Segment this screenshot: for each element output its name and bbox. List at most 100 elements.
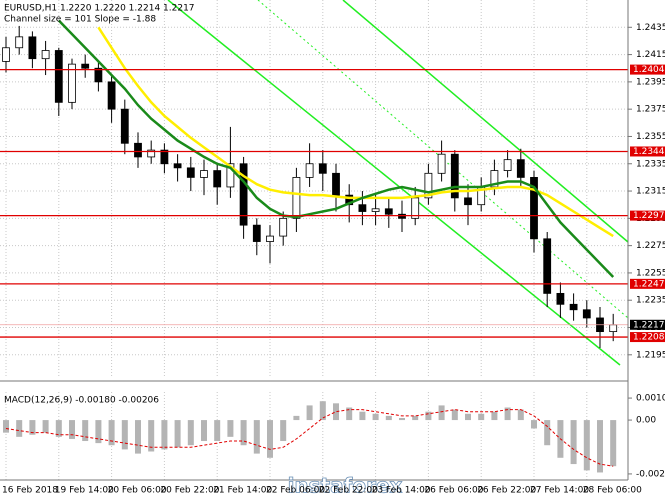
macd-bar <box>214 420 221 442</box>
candle-body <box>213 170 222 188</box>
candle-body <box>345 194 354 206</box>
macd-tick-label: 0.00105 <box>636 394 665 404</box>
channel-lower <box>167 0 621 366</box>
macd-bar <box>161 420 168 450</box>
x-tick-label: 20 Feb 06:00 <box>108 486 167 496</box>
level-box <box>630 64 665 75</box>
moving-average <box>57 19 615 278</box>
x-tick-label: 23 Feb 14:00 <box>372 486 431 496</box>
candle-body <box>134 142 142 158</box>
candle-body <box>437 153 446 174</box>
macd-bar <box>372 413 379 421</box>
candle-body <box>582 309 591 319</box>
macd-bar <box>425 411 432 421</box>
macd-bar <box>544 420 551 446</box>
candle-body <box>68 63 76 103</box>
level-label: 1.2208 <box>633 333 665 343</box>
y-tick-label: 1.2335 <box>636 159 665 169</box>
macd-bar <box>82 420 89 442</box>
level-label: 1.2247 <box>633 279 665 289</box>
macd-bar <box>55 420 62 437</box>
macd-bar <box>399 417 405 421</box>
macd-bar <box>346 407 353 421</box>
macd-bar <box>108 420 115 446</box>
macd-bar <box>319 401 326 421</box>
level-box <box>630 146 665 157</box>
x-tick-label: 22 Feb 06:00 <box>266 486 325 496</box>
y-tick-label: 1.2235 <box>636 296 665 306</box>
candle-body <box>556 292 565 305</box>
macd-bar <box>280 420 287 442</box>
candle-body <box>450 153 459 199</box>
macd-bar <box>135 420 141 454</box>
candle-body <box>358 204 367 212</box>
candle-body <box>226 163 235 188</box>
candle-body <box>266 235 274 242</box>
macd-title: MACD(12,26,9) -0.00180 -0.00206 <box>4 396 159 406</box>
macd-bar <box>504 407 511 421</box>
y-tick-label: 1.2255 <box>636 268 665 278</box>
macd-bar <box>570 420 577 465</box>
candle-body <box>305 163 314 178</box>
candle-body <box>147 149 156 158</box>
candle-body <box>173 163 182 169</box>
x-tick-label: 19 Feb 14:00 <box>55 486 114 496</box>
y-tick-label: 1.2275 <box>636 241 665 251</box>
candle-body <box>81 63 90 69</box>
candle-body <box>543 238 552 294</box>
y-tick-label: 1.2355 <box>636 132 665 142</box>
y-tick-label: 1.2415 <box>636 50 665 60</box>
macd-bar <box>412 415 419 421</box>
candle-body <box>41 50 50 60</box>
last-price-label: 1.2217 <box>633 320 665 330</box>
macd-bar <box>16 420 23 437</box>
x-tick-label: 26 Feb 06:00 <box>424 486 483 496</box>
macd-bar <box>42 420 49 433</box>
macd-bar <box>531 420 537 429</box>
watermark: instaforex <box>288 474 403 498</box>
macd-bar <box>187 420 194 446</box>
candle-body <box>398 213 406 219</box>
candle-body <box>107 81 116 110</box>
macd-bar <box>293 415 300 421</box>
channel-middle <box>257 0 629 319</box>
macd-bar <box>201 420 207 442</box>
x-tick-label: 27 Feb 14:00 <box>530 486 589 496</box>
macd-bar <box>333 403 339 421</box>
candle-body <box>239 163 248 226</box>
channel-upper <box>342 0 629 243</box>
level-box <box>630 210 665 221</box>
chart-subtitle: Channel size = 101 Slope = -1.88 <box>4 15 156 25</box>
candle-body <box>609 324 618 333</box>
macd-bar <box>69 420 75 439</box>
candle-body <box>292 177 301 219</box>
macd-bar <box>29 420 36 435</box>
macd-bar <box>121 420 128 450</box>
candle-body <box>28 36 37 60</box>
x-tick-label: 22 Feb 22:00 <box>319 486 378 496</box>
candle-body <box>186 167 195 178</box>
y-tick-label: 1.2395 <box>636 77 665 87</box>
moving-average <box>97 26 614 238</box>
x-tick-label: 28 Feb 06:00 <box>583 486 642 496</box>
macd-bar <box>253 420 260 454</box>
candle-body <box>332 172 340 196</box>
candle-body <box>318 163 327 174</box>
macd-bar <box>240 420 247 446</box>
candle-body <box>54 50 63 103</box>
macd-bar <box>359 411 366 421</box>
macd-tick-label: -0.00257 <box>636 469 665 479</box>
macd-bar <box>95 420 102 444</box>
chart-title: EURUSD,H1 1.2220 1.2220 1.2214 1.2217 <box>4 4 195 14</box>
candle-body <box>530 177 538 240</box>
level-box <box>630 278 665 289</box>
macd-bar <box>148 420 155 452</box>
candle-body <box>424 172 433 199</box>
macd-bar <box>227 420 234 437</box>
macd-bar <box>517 409 524 421</box>
macd-bar <box>583 420 590 471</box>
macd-bar <box>478 413 485 421</box>
macd-bar <box>438 405 445 421</box>
candle-body <box>252 224 261 242</box>
